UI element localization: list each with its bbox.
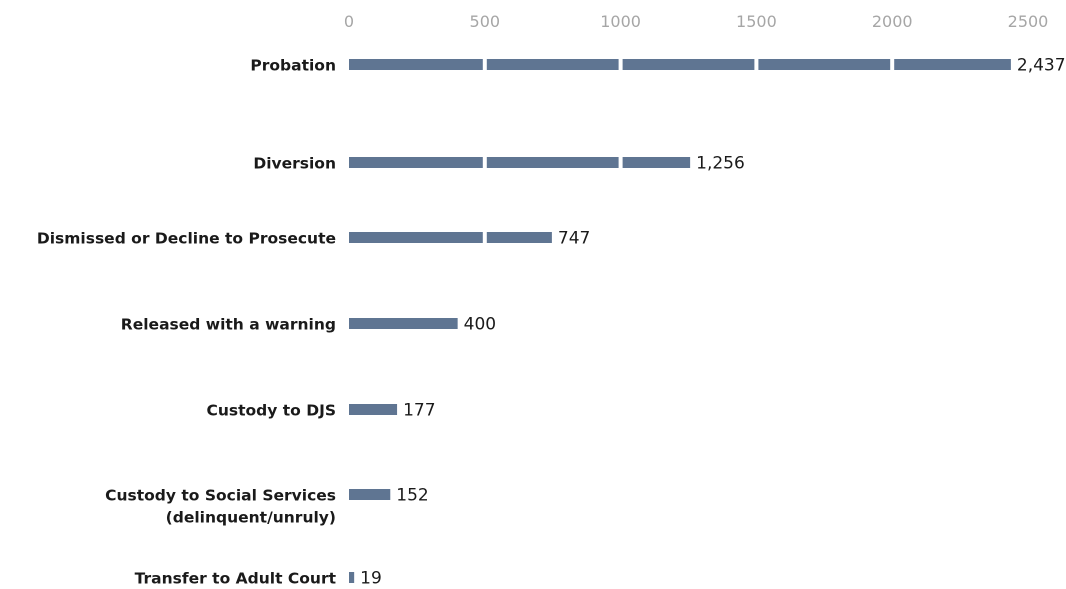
category-label: Custody to Social Services	[105, 487, 336, 505]
data-label: 400	[464, 315, 496, 335]
bar	[349, 318, 458, 329]
data-label: 2,437	[1017, 56, 1066, 76]
bar	[349, 232, 552, 243]
bar	[349, 572, 355, 583]
x-tick-label: 0	[344, 12, 354, 31]
category-label: Released with a warning	[121, 316, 336, 334]
category-label: Diversion	[253, 155, 336, 173]
category-label: Dismissed or Decline to Prosecute	[37, 230, 336, 248]
bar	[349, 404, 398, 415]
bars	[349, 59, 1011, 583]
bar	[349, 489, 391, 500]
x-tick-label: 500	[470, 12, 501, 31]
category-label: Transfer to Adult Court	[135, 570, 337, 588]
data-label: 152	[396, 486, 428, 506]
x-tick-label: 1500	[736, 12, 777, 31]
labels: Probation 2,437 Diversion 1,256 Dismissed or…	[37, 56, 1066, 589]
category-label: (delinquent/unruly)	[166, 509, 336, 527]
data-label: 177	[403, 401, 435, 421]
bar	[349, 59, 1011, 70]
category-label: Custody to DJS	[206, 402, 336, 420]
x-tick-label: 2500	[1008, 12, 1049, 31]
gridlines	[482, 45, 895, 585]
x-axis-ticks: 0 500 1000 1500 2000 2500	[344, 12, 1048, 31]
x-tick-label: 1000	[600, 12, 641, 31]
category-label: Probation	[250, 57, 336, 75]
data-label: 1,256	[696, 154, 745, 174]
data-label: 19	[360, 569, 382, 589]
bar	[349, 157, 691, 168]
x-tick-label: 2000	[872, 12, 913, 31]
data-label: 747	[558, 229, 590, 249]
